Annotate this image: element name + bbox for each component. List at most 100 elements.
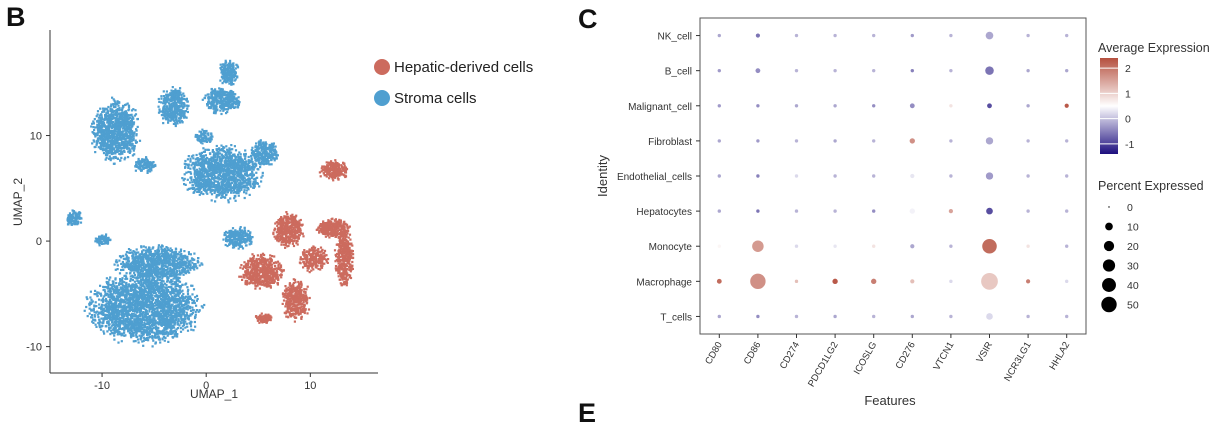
umap-point xyxy=(155,336,158,339)
umap-point xyxy=(318,229,321,232)
umap-point xyxy=(272,276,275,279)
umap-point xyxy=(181,283,184,286)
umap-point xyxy=(125,281,128,285)
umap-point xyxy=(133,318,136,321)
umap-point xyxy=(328,161,331,164)
umap-point xyxy=(177,304,181,307)
umap-point xyxy=(139,278,143,281)
umap-point xyxy=(117,321,120,324)
umap-point xyxy=(293,278,297,281)
umap-point xyxy=(162,291,165,294)
umap-point xyxy=(290,291,293,294)
umap-point xyxy=(186,296,189,299)
umap-point xyxy=(294,295,297,298)
umap-point xyxy=(130,293,133,296)
umap-point xyxy=(156,312,159,315)
umap-point xyxy=(346,251,349,254)
umap-point xyxy=(340,274,343,277)
umap-point xyxy=(291,294,294,297)
umap-point xyxy=(105,280,108,284)
umap-point xyxy=(111,318,114,321)
umap-point xyxy=(345,239,348,242)
umap-point xyxy=(338,237,342,240)
umap-point xyxy=(139,289,142,292)
umap-point xyxy=(255,260,259,263)
umap-point xyxy=(147,304,150,307)
umap-point xyxy=(297,289,300,292)
umap-point xyxy=(125,305,128,308)
umap-point xyxy=(115,288,118,291)
umap-point xyxy=(169,291,172,294)
umap-point xyxy=(175,311,178,314)
umap-point xyxy=(168,322,171,325)
umap-point xyxy=(341,254,344,257)
umap-point xyxy=(149,325,152,328)
umap-point xyxy=(299,299,302,302)
umap-point xyxy=(107,285,110,288)
umap-point xyxy=(105,305,108,308)
umap-point xyxy=(92,308,95,311)
umap-point xyxy=(181,304,184,308)
umap-point xyxy=(262,261,265,264)
umap-point xyxy=(98,306,101,309)
umap-point xyxy=(345,274,348,277)
umap-point xyxy=(285,216,288,219)
umap-point xyxy=(303,295,306,298)
umap-point xyxy=(270,316,273,319)
umap-point xyxy=(331,227,334,230)
umap-point xyxy=(294,230,297,233)
umap-point xyxy=(340,248,344,251)
umap-point xyxy=(149,280,152,283)
umap-point xyxy=(139,328,142,331)
umap-point xyxy=(329,229,332,232)
umap-point xyxy=(98,312,101,315)
umap-point xyxy=(146,278,149,281)
umap-point xyxy=(294,234,297,238)
umap-point xyxy=(144,308,147,312)
umap-point xyxy=(185,305,188,308)
umap-point xyxy=(289,293,292,296)
umap-point xyxy=(248,282,251,285)
umap-cluster xyxy=(254,312,273,324)
umap-point xyxy=(157,335,160,338)
umap-point xyxy=(140,334,143,338)
umap-point xyxy=(148,329,151,332)
umap-point xyxy=(166,289,169,292)
umap-point xyxy=(343,225,346,228)
umap-point xyxy=(102,317,105,320)
umap-point xyxy=(111,321,114,324)
umap-point xyxy=(145,310,148,313)
umap-point xyxy=(317,267,320,271)
umap-point xyxy=(196,297,199,301)
umap-point xyxy=(147,299,150,303)
umap-point xyxy=(142,317,145,320)
umap-point xyxy=(278,274,282,277)
umap-point xyxy=(333,172,336,175)
umap-point xyxy=(117,298,120,301)
umap-point xyxy=(164,320,167,323)
umap-point xyxy=(338,174,341,177)
umap-point xyxy=(245,275,248,278)
umap-point xyxy=(286,213,289,216)
umap-point xyxy=(128,296,131,300)
umap-point xyxy=(321,262,324,265)
umap-point xyxy=(340,253,343,256)
umap-point xyxy=(186,308,189,311)
umap-point xyxy=(263,317,266,320)
umap-point xyxy=(132,283,136,287)
umap-point xyxy=(340,266,343,269)
umap-point xyxy=(274,272,277,275)
umap-point xyxy=(177,322,180,326)
umap-point xyxy=(157,326,160,329)
umap-point xyxy=(343,168,347,171)
umap-point xyxy=(187,301,190,304)
umap-point xyxy=(179,330,183,333)
umap-point xyxy=(286,219,289,222)
umap-point xyxy=(90,298,93,301)
umap-point xyxy=(253,261,256,264)
umap-point xyxy=(277,236,280,239)
umap-point xyxy=(140,281,143,284)
umap-point xyxy=(252,277,255,280)
umap-point xyxy=(177,291,180,294)
umap-point xyxy=(144,329,147,332)
